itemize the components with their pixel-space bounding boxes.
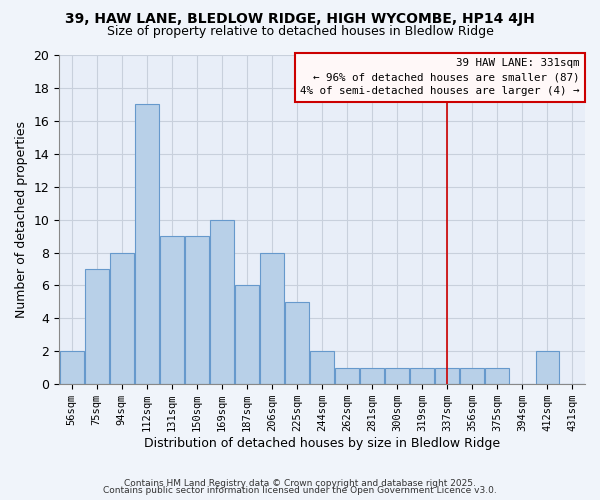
Bar <box>385 368 409 384</box>
Bar <box>485 368 509 384</box>
Bar <box>436 368 459 384</box>
Bar <box>360 368 384 384</box>
Text: Contains HM Land Registry data © Crown copyright and database right 2025.: Contains HM Land Registry data © Crown c… <box>124 478 476 488</box>
Text: Size of property relative to detached houses in Bledlow Ridge: Size of property relative to detached ho… <box>107 25 493 38</box>
Bar <box>536 352 559 384</box>
Bar <box>160 236 184 384</box>
Bar <box>285 302 309 384</box>
Bar <box>110 252 134 384</box>
Bar <box>60 352 83 384</box>
X-axis label: Distribution of detached houses by size in Bledlow Ridge: Distribution of detached houses by size … <box>144 437 500 450</box>
Bar <box>235 286 259 384</box>
Bar <box>85 269 109 384</box>
Bar <box>210 220 234 384</box>
Y-axis label: Number of detached properties: Number of detached properties <box>15 121 28 318</box>
Bar <box>410 368 434 384</box>
Bar <box>310 352 334 384</box>
Text: Contains public sector information licensed under the Open Government Licence v3: Contains public sector information licen… <box>103 486 497 495</box>
Bar <box>135 104 158 384</box>
Text: 39, HAW LANE, BLEDLOW RIDGE, HIGH WYCOMBE, HP14 4JH: 39, HAW LANE, BLEDLOW RIDGE, HIGH WYCOMB… <box>65 12 535 26</box>
Bar <box>460 368 484 384</box>
Text: 39 HAW LANE: 331sqm
← 96% of detached houses are smaller (87)
4% of semi-detache: 39 HAW LANE: 331sqm ← 96% of detached ho… <box>300 58 580 96</box>
Bar <box>185 236 209 384</box>
Bar <box>260 252 284 384</box>
Bar <box>335 368 359 384</box>
